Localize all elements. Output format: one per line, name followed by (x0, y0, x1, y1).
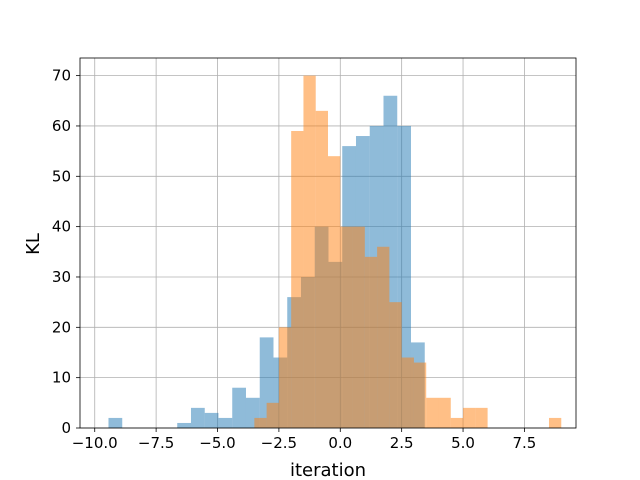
x-axis-ticks: −10.0 −7.5 −5.0 −2.5 0.0 2.5 5.0 7.5 (72, 428, 537, 452)
histogram-bar (548, 417, 562, 428)
histogram-bar (401, 357, 414, 428)
x-tick-label: 2.5 (390, 434, 414, 452)
histogram-bar (463, 407, 476, 428)
y-axis-ticks: 0 10 20 30 40 50 60 70 (52, 67, 80, 437)
histogram-bar (315, 110, 328, 428)
x-tick-label: −5.0 (199, 434, 235, 452)
histogram-bar (190, 407, 205, 428)
histogram-bar (254, 417, 267, 428)
histogram-bar (352, 226, 365, 428)
histogram-bar (364, 256, 378, 428)
histogram-bar (377, 246, 390, 428)
histogram-bar (232, 387, 246, 428)
x-tick-label: 0.0 (328, 434, 352, 452)
histogram-bar (291, 130, 304, 428)
x-axis-label: iteration (290, 460, 366, 480)
plot-area-frame (79, 57, 577, 429)
histogram-bar (450, 417, 464, 428)
y-tick-label: 10 (52, 369, 71, 387)
y-tick-label: 70 (52, 67, 71, 85)
y-tick-label: 50 (52, 167, 71, 185)
histogram-bars (108, 75, 562, 429)
histogram-bar (475, 407, 488, 428)
histogram-bar (413, 362, 427, 428)
histogram-bar (204, 412, 219, 428)
histogram-bar (328, 156, 341, 428)
histogram-bar (340, 226, 353, 428)
y-tick-label: 20 (52, 318, 71, 336)
x-tick-label: −2.5 (261, 434, 297, 452)
series-2-bars (254, 75, 562, 428)
histogram-bar (177, 422, 191, 428)
histogram-bar (278, 327, 292, 428)
histogram-bar (266, 402, 279, 428)
y-axis-label: KL (23, 233, 44, 255)
x-tick-label: 7.5 (513, 434, 537, 452)
histogram-bar (438, 397, 451, 428)
histogram-bar (426, 397, 439, 428)
x-tick-label: −10.0 (72, 434, 118, 452)
y-tick-label: 0 (61, 419, 71, 437)
y-tick-label: 60 (52, 117, 71, 135)
histogram-bar (389, 302, 402, 428)
x-tick-label: 5.0 (451, 434, 475, 452)
histogram-bar (218, 417, 233, 428)
x-tick-label: −7.5 (138, 434, 174, 452)
y-tick-label: 40 (52, 218, 71, 236)
histogram-bar (108, 417, 123, 428)
histogram-bar (303, 75, 316, 428)
y-tick-label: 30 (52, 268, 71, 286)
